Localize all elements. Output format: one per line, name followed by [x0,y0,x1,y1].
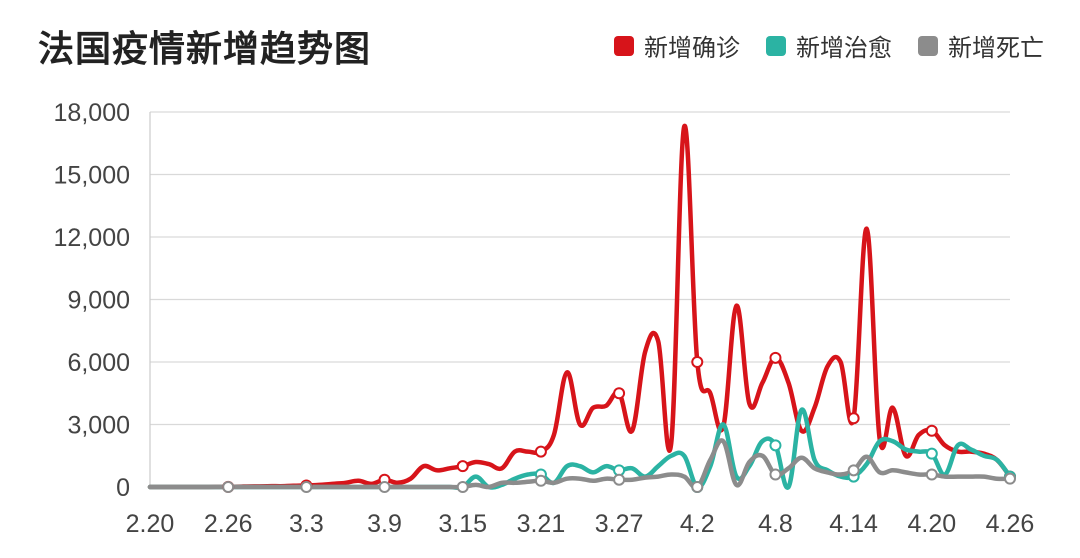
x-tick-label: 3.9 [367,510,402,538]
data-point-marker[interactable] [300,481,313,493]
data-point-marker[interactable] [534,445,547,458]
data-point-marker[interactable] [613,387,626,400]
data-point-marker[interactable] [925,424,938,437]
data-point-marker[interactable] [769,468,782,481]
data-point-marker[interactable] [613,473,626,486]
x-tick-label: 4.20 [907,510,956,538]
data-point-marker[interactable] [925,468,938,481]
y-tick-label: 9,000 [67,287,130,315]
x-tick-label: 3.3 [289,510,324,538]
legend-label-confirmed: 新增确诊 [644,34,740,62]
x-tick-label: 2.26 [204,510,253,538]
chart-title: 法国疫情新增趋势图 [38,29,372,70]
data-point-marker[interactable] [691,356,704,368]
legend-item-recovered[interactable]: 新增治愈 [766,28,892,63]
legend-swatch-recovered [766,35,786,56]
series-lines [147,123,1013,491]
data-point-marker[interactable] [222,481,235,493]
x-tick-label: 4.26 [986,510,1035,538]
y-tick-label: 18,000 [54,99,130,127]
legend-swatch-deaths [918,35,938,56]
x-tick-label: 3.21 [517,510,566,538]
grid-lines [150,111,1010,426]
data-point-marker[interactable] [847,464,860,477]
data-point-marker[interactable] [534,474,547,487]
y-tick-label: 3,000 [67,412,130,440]
legend-label-recovered: 新增治愈 [796,34,892,62]
x-tick-label: 4.14 [829,510,878,538]
data-point-marker[interactable] [769,351,782,364]
series-markers [222,351,1016,493]
data-point-marker[interactable] [378,481,391,493]
x-tick-label: 3.27 [595,510,644,538]
legend-swatch-confirmed [614,35,634,56]
legend-item-deaths[interactable]: 新增死亡 [918,28,1044,63]
data-point-marker[interactable] [847,412,860,425]
y-tick-label: 15,000 [54,162,130,190]
data-point-marker[interactable] [456,460,469,473]
data-point-marker[interactable] [456,481,469,493]
legend-item-confirmed[interactable]: 新增确诊 [614,28,740,63]
axes: 0 3,000 6,000 9,000 12,000 15,000 18,000 2.20 2.… [54,99,1035,538]
chart-legend: 新增确诊 新增治愈 新增死亡 [614,28,1044,63]
data-point-marker[interactable] [925,447,938,460]
series-line-confirmed [147,123,1013,490]
series-line-deaths [147,438,1013,490]
y-tick-label: 6,000 [67,349,130,377]
x-tick-label: 3.15 [438,510,487,538]
y-tick-label: 12,000 [54,224,130,252]
data-point-marker[interactable] [769,439,782,452]
x-tick-label: 4.2 [680,510,715,538]
x-tick-label: 2.20 [126,510,175,538]
data-point-marker[interactable] [691,481,704,493]
y-tick-label: 0 [116,474,130,502]
x-tick-label: 4.8 [758,510,793,538]
data-point-marker[interactable] [1004,472,1016,485]
legend-label-deaths: 新增死亡 [948,34,1044,62]
